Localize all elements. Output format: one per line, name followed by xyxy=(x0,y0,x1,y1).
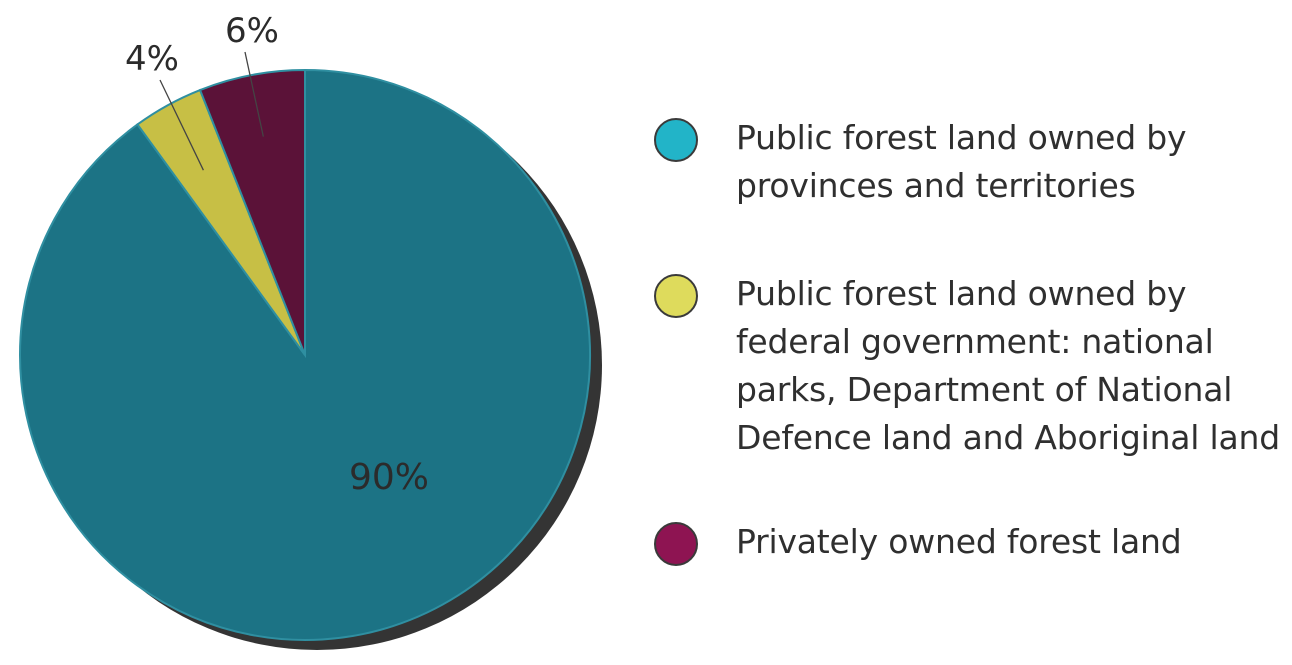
legend-label: Public forest land owned by federal gove… xyxy=(736,274,1281,457)
legend-label: Public forest land owned by provinces an… xyxy=(736,118,1187,205)
legend-item-private: Privately owned forest land xyxy=(654,518,1286,566)
pie-chart: 4% 6% 90% xyxy=(19,11,602,650)
slice-label-90: 90% xyxy=(349,457,429,498)
legend-item-federal-government: Public forest land owned by federal gove… xyxy=(654,270,1286,462)
legend-label: Privately owned forest land xyxy=(736,522,1182,561)
legend-swatch-teal xyxy=(654,118,698,162)
legend: Public forest land owned by provinces an… xyxy=(654,0,1292,665)
slice-label-4: 4% xyxy=(125,39,179,79)
slice-label-6: 6% xyxy=(225,11,279,51)
pie-slices xyxy=(19,68,591,641)
leader-line-4 xyxy=(159,79,204,171)
leader-line-6 xyxy=(244,51,264,137)
pie-labels: 4% 6% 90% xyxy=(125,11,429,498)
legend-swatch-yellow xyxy=(654,274,698,318)
legend-item-provinces-territories: Public forest land owned by provinces an… xyxy=(654,114,1286,210)
legend-swatch-maroon xyxy=(654,522,698,566)
slice-private xyxy=(198,68,306,356)
